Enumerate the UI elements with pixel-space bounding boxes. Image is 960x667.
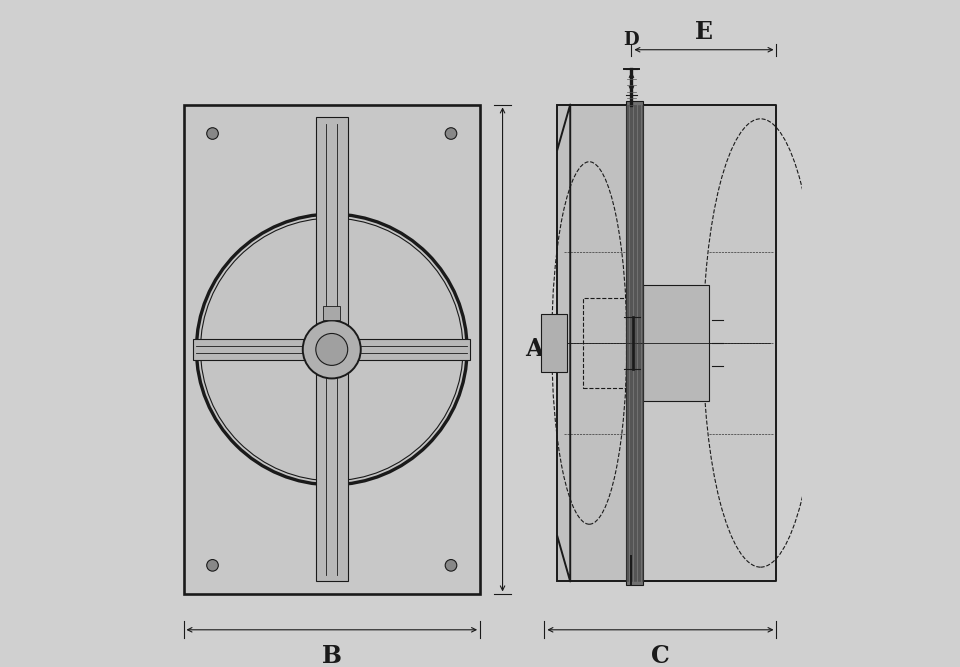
Circle shape (445, 560, 457, 571)
Text: A: A (525, 338, 543, 362)
Bar (316, 117, 348, 582)
Bar (193, 339, 470, 360)
Circle shape (197, 214, 468, 485)
Bar (583, 298, 626, 388)
Circle shape (445, 127, 457, 139)
Bar (626, 101, 643, 585)
Text: E: E (695, 20, 713, 43)
Bar (643, 285, 708, 401)
Bar (558, 105, 632, 582)
Text: B: B (322, 644, 342, 667)
Circle shape (206, 127, 218, 139)
Polygon shape (643, 105, 777, 582)
Text: C: C (651, 644, 670, 667)
Circle shape (206, 560, 218, 571)
Bar (324, 306, 340, 320)
Bar (541, 314, 567, 372)
Text: D: D (624, 31, 639, 49)
Bar (183, 105, 480, 594)
Circle shape (316, 334, 348, 366)
Circle shape (302, 320, 361, 378)
